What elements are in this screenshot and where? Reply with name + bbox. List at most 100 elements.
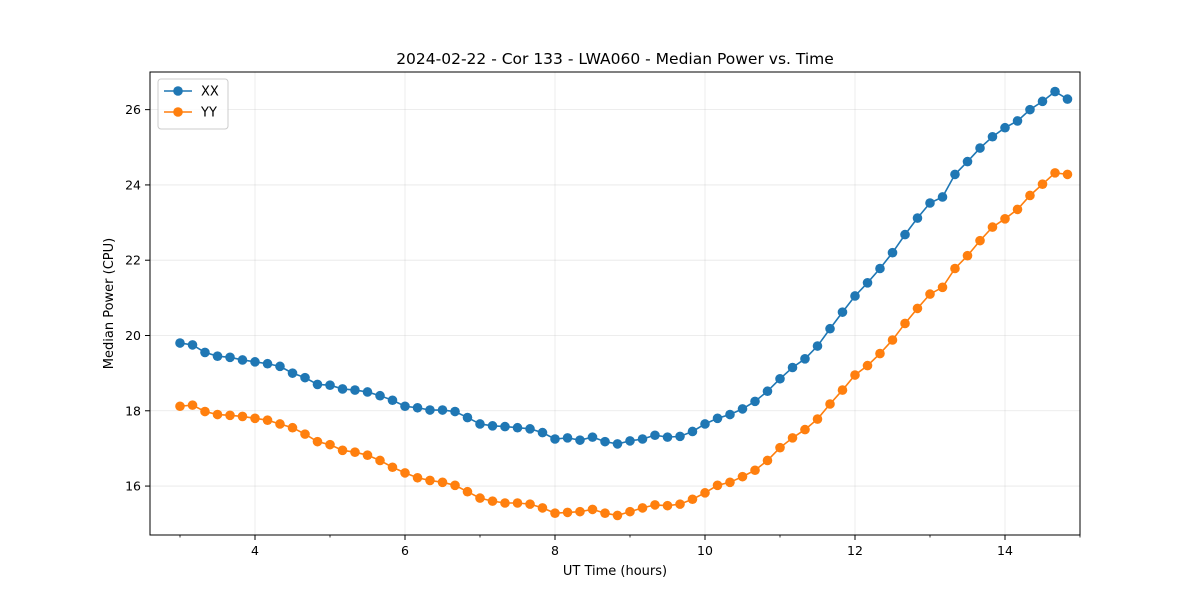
- data-point-yy: [612, 510, 623, 521]
- data-point-yy: [187, 400, 198, 410]
- data-point-yy: [1050, 168, 1060, 178]
- data-point-yy: [362, 450, 373, 461]
- data-point-yy: [875, 348, 885, 359]
- data-point-xx: [687, 426, 698, 437]
- data-point-yy: [250, 413, 260, 424]
- data-point-yy: [400, 468, 410, 478]
- data-point-xx: [200, 347, 210, 358]
- grid: [150, 72, 1080, 535]
- data-point-xx: [375, 390, 385, 401]
- legend-label-yy: YY: [200, 106, 217, 121]
- data-point-yy: [950, 263, 960, 274]
- data-point-xx: [937, 192, 948, 202]
- data-point-yy: [425, 475, 435, 486]
- data-point-yy: [737, 471, 748, 482]
- data-point-yy: [487, 496, 498, 506]
- data-point-xx: [250, 357, 260, 367]
- y-tick-label: 22: [125, 253, 141, 268]
- data-point-xx: [1012, 116, 1023, 126]
- data-point-yy: [662, 500, 673, 511]
- data-point-yy: [837, 385, 848, 395]
- x-tick-label: 4: [251, 543, 259, 558]
- data-point-xx: [800, 354, 810, 364]
- x-axis: 4 6 8 10 12 14: [179, 535, 1081, 558]
- y-tick-label: 16: [125, 479, 141, 494]
- data-point-yy: [575, 506, 585, 517]
- y-tick-label: 18: [125, 403, 141, 418]
- data-point-yy: [500, 498, 510, 508]
- data-point-yy: [587, 504, 598, 515]
- x-tick-label: 8: [551, 543, 559, 558]
- data-point-yy: [912, 303, 923, 314]
- data-point-xx: [950, 169, 960, 180]
- data-point-xx: [300, 372, 310, 383]
- data-point-xx: [450, 406, 460, 417]
- data-point-xx: [225, 352, 235, 363]
- data-point-xx: [625, 436, 635, 446]
- data-point-xx: [312, 379, 323, 390]
- data-point-yy: [412, 472, 423, 483]
- data-point-yy: [300, 429, 310, 439]
- data-point-xx: [500, 421, 510, 432]
- data-point-yy: [750, 465, 760, 476]
- data-point-xx: [337, 384, 348, 394]
- data-point-xx: [437, 405, 448, 415]
- data-point-xx: [850, 291, 860, 301]
- y-tick-label: 26: [125, 102, 141, 117]
- data-point-xx: [212, 351, 223, 362]
- data-point-yy: [762, 455, 773, 466]
- data-point-yy: [962, 250, 973, 261]
- x-tick-label: 6: [401, 543, 409, 558]
- data-point-xx: [675, 431, 685, 442]
- series-yy: [175, 168, 1073, 521]
- legend-label-xx: XX: [201, 85, 219, 100]
- data-point-xx: [350, 385, 360, 395]
- y-tick-label: 24: [125, 177, 141, 192]
- data-point-yy: [562, 507, 573, 518]
- data-point-xx: [725, 409, 735, 420]
- data-point-xx: [737, 404, 748, 414]
- series-layer: [175, 86, 1073, 521]
- data-point-yy: [787, 433, 798, 443]
- data-point-xx: [587, 432, 598, 442]
- data-point-yy: [350, 447, 360, 457]
- x-axis-label: UT Time (hours): [563, 564, 667, 579]
- data-point-xx: [287, 368, 298, 378]
- legend-swatch-marker: [173, 86, 183, 96]
- data-point-yy: [625, 506, 635, 517]
- data-point-xx: [662, 432, 673, 442]
- data-point-yy: [512, 498, 523, 508]
- data-point-xx: [600, 436, 610, 447]
- data-point-xx: [637, 434, 648, 444]
- data-point-xx: [750, 396, 760, 407]
- x-tick-label: 12: [847, 543, 863, 558]
- data-point-yy: [800, 424, 810, 435]
- data-point-xx: [650, 430, 660, 441]
- data-point-yy: [262, 415, 273, 425]
- data-point-xx: [912, 213, 923, 223]
- data-point-yy: [287, 422, 298, 433]
- data-point-xx: [400, 401, 410, 412]
- data-point-xx: [175, 338, 185, 348]
- data-point-xx: [712, 413, 723, 424]
- data-point-xx: [1037, 96, 1048, 107]
- data-point-xx: [575, 435, 585, 445]
- data-point-yy: [650, 500, 660, 510]
- data-point-yy: [850, 370, 860, 380]
- data-point-xx: [550, 434, 560, 444]
- data-point-yy: [275, 419, 285, 429]
- data-point-yy: [550, 508, 560, 518]
- data-point-yy: [1037, 179, 1048, 189]
- data-point-xx: [962, 156, 973, 167]
- series-xx: [175, 86, 1073, 449]
- data-point-yy: [725, 477, 735, 488]
- data-point-xx: [975, 143, 985, 153]
- data-point-xx: [787, 362, 798, 373]
- series-line-yy: [179, 172, 1068, 517]
- data-point-xx: [387, 395, 398, 406]
- data-point-xx: [875, 263, 885, 274]
- data-point-yy: [437, 477, 448, 488]
- data-point-yy: [1025, 190, 1035, 201]
- data-point-yy: [375, 455, 385, 466]
